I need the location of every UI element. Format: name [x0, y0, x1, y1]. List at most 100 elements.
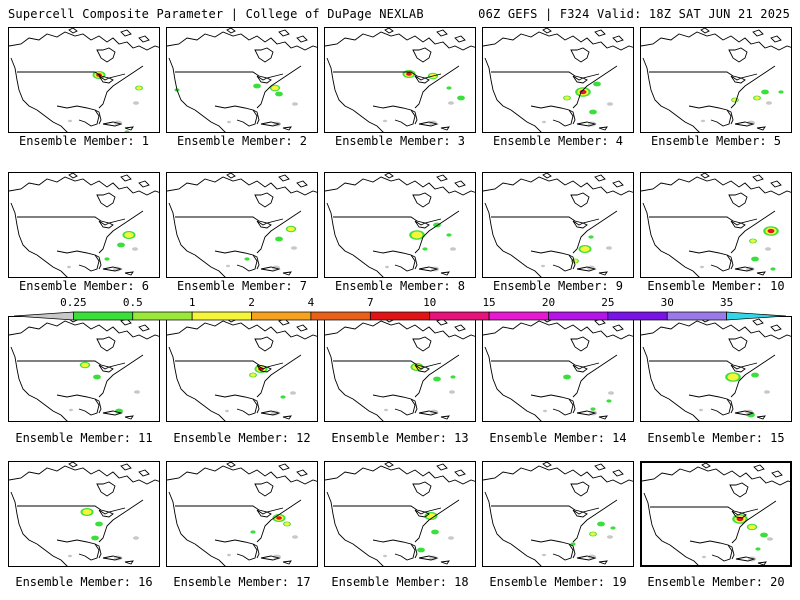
coastline-path — [10, 346, 38, 400]
coastline-path — [167, 176, 317, 196]
coastline-path — [770, 180, 782, 188]
colorbar — [13, 311, 787, 321]
coastline-path — [594, 29, 606, 37]
north-america-map — [483, 317, 633, 421]
coastline-path — [260, 410, 281, 416]
coastline-path — [542, 28, 552, 34]
coastline-path — [36, 398, 69, 421]
coastline-path — [175, 71, 284, 79]
coastline-path — [689, 540, 733, 562]
scp-low-patch — [607, 535, 613, 539]
coastline-path — [326, 346, 354, 400]
scp-blob — [95, 521, 103, 527]
coastline-path — [568, 398, 576, 414]
coastline-path — [440, 271, 450, 276]
coastline-path — [436, 463, 448, 471]
coastline-path — [124, 415, 134, 420]
coastline-path — [688, 105, 732, 127]
coastline-path — [726, 254, 734, 270]
coastline-path — [252, 254, 260, 270]
scp-blob — [433, 376, 441, 382]
scp-low-patch — [606, 246, 612, 250]
scp-low-patch — [702, 555, 706, 559]
coastline-path — [102, 410, 123, 416]
colorbar-tick-label: 35 — [719, 296, 734, 309]
scp-low-patch — [542, 120, 546, 124]
colorbar-segment — [13, 311, 74, 321]
coastline-path — [194, 398, 227, 421]
colorbar-tick-label: 2 — [248, 296, 255, 309]
scp-blob — [580, 246, 590, 252]
coastline-path — [572, 509, 588, 518]
coastline-path — [731, 500, 777, 544]
scp-blob — [446, 86, 452, 90]
coastline-path — [641, 176, 791, 196]
coastline-path — [668, 254, 701, 277]
ensemble-member-7-map — [166, 172, 318, 278]
coastline-path — [278, 463, 290, 471]
colorbar-segment — [251, 311, 312, 321]
coastline-path — [530, 539, 574, 561]
coastline-path — [296, 35, 308, 43]
coastline-path — [756, 415, 766, 420]
coastline-path — [124, 560, 134, 565]
coastline-path — [282, 415, 292, 420]
ensemble-member-caption: Ensemble Member: 15 — [647, 431, 785, 445]
coastline-path — [325, 31, 475, 51]
coastline-path — [325, 320, 475, 340]
colorbar-segment — [429, 311, 490, 321]
coastline-path — [641, 31, 791, 51]
scp-low-patch — [701, 119, 705, 123]
coastline-path — [542, 173, 552, 179]
coastline-path — [770, 324, 782, 332]
scp-low-patch — [292, 102, 298, 106]
coastline-path — [10, 491, 38, 545]
coastline-path — [483, 176, 633, 196]
coastline-path — [771, 470, 783, 478]
coastline-path — [138, 324, 150, 332]
coastline-path — [98, 364, 114, 373]
coastline-path — [440, 415, 450, 420]
scp-low-patch — [766, 101, 772, 105]
coastline-path — [572, 499, 618, 543]
north-america-map — [325, 462, 475, 566]
coastline-path — [649, 216, 758, 224]
coastline-path — [372, 105, 416, 127]
north-america-map — [9, 317, 159, 421]
scp-low-patch — [542, 553, 546, 557]
coastline-path — [167, 320, 317, 340]
coastline-path — [252, 109, 260, 125]
coastline-path — [730, 354, 776, 398]
scp-blob — [748, 524, 756, 530]
coastline-path — [167, 465, 317, 485]
coastline-path — [454, 35, 466, 43]
coastline-path — [94, 254, 102, 270]
coastline-path — [752, 318, 764, 326]
coastline-path — [138, 35, 150, 43]
ensemble-member-14-map — [482, 316, 634, 422]
scp-blob — [590, 407, 596, 411]
coastline-path — [530, 105, 574, 127]
coastline-path — [642, 202, 670, 256]
coastline-path — [333, 216, 442, 224]
north-america-map — [483, 173, 633, 277]
scp-blob — [738, 518, 742, 520]
ensemble-member-caption: Ensemble Member: 16 — [15, 575, 153, 589]
coastline-path — [484, 346, 512, 400]
scp-low-patch — [448, 536, 454, 540]
coastline-path — [752, 29, 764, 37]
coastline-path — [102, 121, 123, 127]
coastline-path — [384, 462, 394, 468]
coastline-path — [167, 31, 317, 51]
scp-blob — [406, 72, 412, 76]
scp-blob — [760, 532, 768, 538]
coastline-path — [296, 324, 308, 332]
coastline-path — [56, 250, 100, 272]
coastline-path — [260, 266, 281, 272]
coastline-path — [483, 320, 633, 340]
scp-blob — [280, 395, 286, 399]
scp-low-patch — [225, 409, 229, 413]
scp-blob — [457, 95, 465, 101]
coastline-path — [372, 250, 416, 272]
scp-blob — [81, 362, 89, 368]
